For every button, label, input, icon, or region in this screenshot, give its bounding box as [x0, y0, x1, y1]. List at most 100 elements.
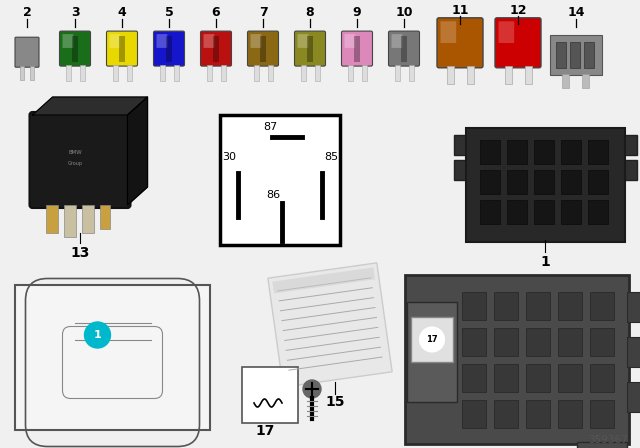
Bar [561, 170, 580, 194]
Bar [562, 74, 569, 88]
Text: 4: 4 [118, 7, 126, 20]
Bar [46, 205, 58, 233]
Bar [462, 293, 486, 320]
Bar [207, 65, 211, 81]
Bar [590, 328, 614, 357]
FancyBboxPatch shape [344, 34, 355, 48]
Bar [534, 170, 554, 194]
FancyBboxPatch shape [109, 34, 120, 48]
Bar [479, 140, 499, 164]
Bar [253, 65, 259, 81]
Bar [526, 401, 550, 428]
Polygon shape [33, 97, 147, 115]
FancyBboxPatch shape [405, 276, 629, 444]
Bar [504, 66, 511, 84]
Bar [621, 135, 637, 155]
Text: 87: 87 [264, 122, 278, 132]
Bar [590, 365, 614, 392]
Bar [479, 170, 499, 194]
FancyBboxPatch shape [248, 31, 278, 66]
Bar [20, 66, 24, 80]
Bar [506, 200, 527, 224]
Bar [119, 35, 125, 61]
Text: 17: 17 [426, 335, 438, 344]
Text: 30: 30 [222, 152, 236, 163]
FancyBboxPatch shape [499, 22, 514, 43]
Text: 8: 8 [306, 7, 314, 20]
Text: 86: 86 [266, 190, 280, 200]
Bar [82, 205, 94, 233]
FancyBboxPatch shape [440, 22, 456, 43]
FancyBboxPatch shape [437, 18, 483, 68]
Bar [127, 65, 131, 81]
Bar [260, 35, 266, 61]
Bar [582, 74, 589, 88]
Bar [462, 365, 486, 392]
Bar [506, 170, 527, 194]
FancyBboxPatch shape [29, 112, 131, 208]
Text: 2: 2 [22, 7, 31, 20]
FancyBboxPatch shape [250, 34, 261, 48]
Bar [301, 65, 305, 81]
Text: 17: 17 [255, 424, 275, 438]
Bar [268, 65, 273, 81]
Bar [561, 140, 580, 164]
Bar [221, 65, 225, 81]
Text: 11: 11 [451, 4, 468, 17]
Text: 6: 6 [212, 7, 220, 20]
Bar [314, 65, 319, 81]
Bar [558, 293, 582, 320]
Text: 1: 1 [93, 330, 101, 340]
Bar [494, 401, 518, 428]
Bar [411, 318, 453, 362]
FancyBboxPatch shape [550, 35, 602, 75]
Bar [408, 65, 413, 81]
Bar [588, 170, 607, 194]
Bar [354, 35, 360, 61]
Bar [166, 35, 172, 61]
Bar [30, 66, 34, 80]
FancyBboxPatch shape [15, 37, 39, 67]
Bar [65, 65, 70, 81]
Bar [401, 35, 407, 61]
Bar [558, 401, 582, 428]
Bar [467, 66, 474, 84]
FancyBboxPatch shape [495, 18, 541, 68]
Text: 359367: 359367 [588, 435, 628, 445]
FancyBboxPatch shape [157, 34, 167, 48]
Bar [588, 200, 607, 224]
FancyBboxPatch shape [60, 31, 90, 66]
Bar [525, 66, 531, 84]
Bar [159, 65, 164, 81]
Circle shape [303, 380, 321, 398]
Text: 14: 14 [567, 7, 585, 20]
Text: 85: 85 [324, 152, 338, 163]
Bar [242, 367, 298, 423]
Circle shape [84, 322, 111, 348]
Polygon shape [127, 97, 147, 205]
Bar [447, 66, 454, 84]
FancyBboxPatch shape [106, 31, 138, 66]
FancyBboxPatch shape [154, 31, 184, 66]
Bar [362, 65, 367, 81]
FancyBboxPatch shape [63, 34, 74, 48]
Bar [526, 328, 550, 357]
Bar [570, 42, 580, 68]
Text: 10: 10 [396, 7, 413, 20]
Bar [627, 383, 640, 413]
Bar [220, 115, 340, 245]
Bar [348, 65, 353, 81]
Bar [454, 160, 470, 180]
FancyBboxPatch shape [465, 128, 625, 242]
Text: 7: 7 [259, 7, 268, 20]
Text: 12: 12 [509, 4, 527, 17]
Text: 13: 13 [70, 246, 90, 260]
Bar [627, 293, 640, 323]
Text: 3: 3 [70, 7, 79, 20]
FancyBboxPatch shape [298, 34, 308, 48]
Bar [15, 285, 210, 430]
Bar [590, 293, 614, 320]
Bar [577, 443, 627, 448]
Bar [494, 293, 518, 320]
Text: 9: 9 [353, 7, 362, 20]
